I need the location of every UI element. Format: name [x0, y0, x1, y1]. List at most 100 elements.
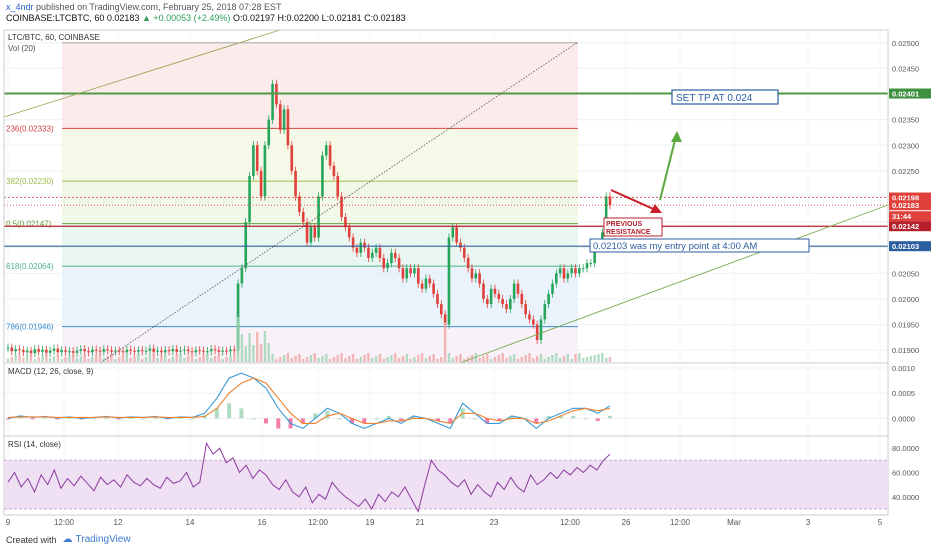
macd-histogram-bar [18, 417, 23, 419]
volume-bar [187, 356, 190, 362]
volume-bar [22, 358, 25, 362]
candle-body [198, 350, 202, 352]
candle-body [382, 257, 386, 269]
candle-body [420, 283, 424, 289]
tradingview-brand[interactable]: ☁ TradingView [63, 534, 131, 545]
volume-bar [236, 317, 240, 362]
volume-bar [198, 357, 201, 362]
price-tag-label: 0.02183 [892, 201, 919, 210]
macd-title: MACD (12, 26, close, 9) [8, 367, 94, 376]
volume-bar [601, 353, 604, 362]
volume-bar [459, 354, 462, 362]
time-tick-label: 16 [258, 518, 267, 527]
volume-bar [202, 355, 205, 362]
price-tag-label: 31:44 [892, 212, 912, 221]
author-link[interactable]: x_4ndr [6, 2, 34, 12]
macd-histogram-bar [116, 418, 121, 420]
candle-body [140, 350, 144, 352]
volume-bar [25, 356, 29, 362]
green-arrowhead-icon [671, 131, 682, 142]
volume-bar [221, 359, 224, 362]
macd-histogram-bar [583, 418, 588, 420]
time-tick-label: 14 [186, 518, 195, 527]
volume-bar [581, 358, 585, 362]
green-up-arrow [659, 135, 677, 201]
price-tick-label: 0.01900 [892, 346, 919, 355]
volume-bar [167, 359, 171, 362]
volume-bar [210, 358, 213, 362]
candle-body [75, 350, 79, 353]
volume-bar [374, 356, 378, 362]
change-value: +0.00053 (+2.49%) [153, 13, 231, 23]
candle-body [512, 283, 516, 299]
price-tick-label: 0.02500 [892, 39, 919, 48]
volume-bar [340, 353, 343, 362]
resistance-annotation-line2: RESISTANCE [606, 229, 651, 236]
candle-body [489, 288, 493, 305]
candle-body [229, 349, 232, 352]
price-tag-label: 0.02401 [892, 90, 919, 99]
macd-histogram-bar [558, 415, 563, 419]
time-tick-label: 9 [6, 518, 11, 527]
candle-body [535, 324, 539, 340]
candle-body [570, 268, 573, 274]
footer: Created with ☁ TradingView [6, 534, 131, 545]
candle-body [22, 350, 25, 353]
candle-body [91, 349, 94, 353]
entry-annotation-text: 0.02103 was my entry point at 4:00 AM [593, 241, 757, 252]
volume-bar [164, 354, 167, 362]
brand-label: TradingView [75, 534, 131, 545]
volume-bar [129, 358, 132, 362]
fib-zone [62, 326, 578, 363]
price-tag-label: 0.02103 [892, 242, 919, 251]
fibonacci-zones: 236(0.02333) 382(0.02230) 0.5(0.02147) 618(… [6, 42, 578, 363]
candle-body [424, 278, 428, 289]
candle-body [313, 227, 317, 238]
volume-bar [183, 358, 186, 362]
candle-body [551, 283, 554, 294]
volume-bar [378, 354, 382, 362]
volume-bar [463, 359, 466, 362]
volume-bar [41, 355, 44, 362]
published-text: published on TradingView.com, February 2… [36, 2, 282, 12]
candle-body [301, 211, 305, 223]
volume-layer [6, 317, 612, 362]
volume-bar [14, 355, 17, 362]
volume-bar [539, 354, 543, 362]
candle-body [225, 350, 228, 352]
macd-histogram-bar [128, 417, 133, 419]
volume-bar [371, 358, 374, 362]
volume-bar [493, 357, 497, 362]
rsi-title: RSI (14, close) [8, 440, 61, 449]
candle-body [248, 176, 251, 223]
symbol-label: COINBASE:LTCBTC, 60 [6, 13, 105, 23]
candle-body [71, 351, 75, 353]
price-tag-label: 0.02198 [892, 194, 919, 203]
candle-body [428, 278, 432, 284]
volume-bar [417, 355, 420, 362]
volume-bar [267, 343, 270, 362]
candle-body [336, 176, 340, 197]
volume-bar [290, 358, 293, 362]
candle-body [439, 304, 443, 315]
candle-body [152, 348, 156, 352]
volume-bar [144, 357, 148, 362]
candle-body [378, 247, 382, 258]
volume-bar [309, 355, 313, 362]
volume-bar [190, 354, 194, 362]
volume-bar [79, 356, 83, 362]
volume-bar [298, 354, 301, 362]
time-tick-label: 19 [366, 518, 375, 527]
macd-histogram-bar [92, 418, 96, 420]
volume-bar [363, 355, 366, 362]
volume-bar [137, 354, 140, 362]
volume-bar [428, 356, 431, 362]
volume-bar [436, 359, 439, 362]
candle-body [485, 298, 489, 305]
candle-body [321, 155, 324, 197]
candle-body [94, 349, 98, 351]
macd-histogram-bar [300, 418, 305, 424]
candle-body [175, 349, 179, 352]
candle-body [562, 268, 566, 279]
